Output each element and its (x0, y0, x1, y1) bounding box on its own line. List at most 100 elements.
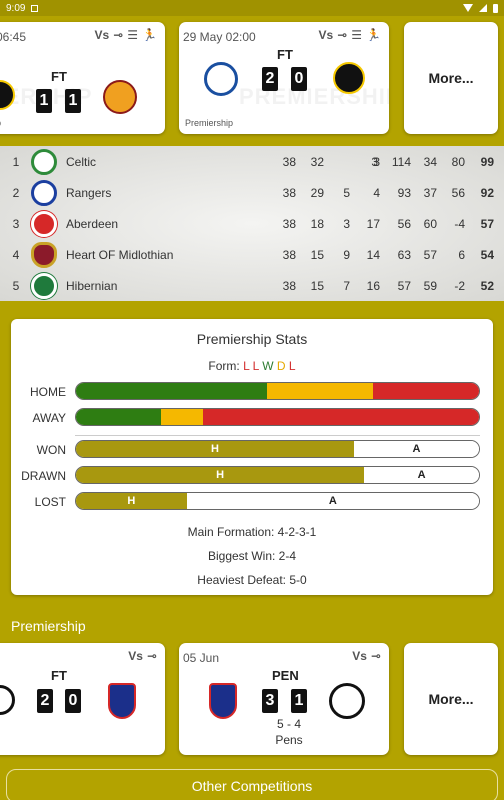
table-position: 1 (12, 154, 20, 169)
points: 52 (480, 278, 494, 293)
other-competitions-button[interactable]: Other Competitions (6, 769, 498, 800)
goals-against: 60 (423, 216, 437, 231)
goal-difference: 6 (458, 247, 465, 262)
vs-label[interactable]: Vs (318, 28, 334, 42)
home-score: 3 (262, 689, 278, 713)
heaviest-defeat: Heaviest Defeat: 5-0 (197, 573, 307, 587)
rangers-crest (31, 179, 57, 206)
lost: 16 (366, 278, 380, 293)
drawn: 3 (371, 154, 378, 169)
won: 15 (310, 247, 324, 262)
table-row[interactable]: 3 Aberdeen 38 18 3 17 56 60 -4 57 (0, 208, 504, 239)
goals-against: 34 (423, 154, 437, 169)
lineup-list-icon[interactable]: ☰ (351, 28, 363, 42)
lost-home-segment: H (76, 493, 187, 509)
fixture-tools: Vs ⊸ ☰ 🏃 (95, 28, 157, 42)
fixture-card-1[interactable]: PREMIERSHIP 06:45 Vs ⊸ ☰ 🏃 FT 1 1 p (0, 22, 165, 134)
away-team-crest (103, 80, 137, 114)
points: 54 (480, 247, 494, 262)
form-result: L (288, 359, 296, 373)
away-score: 1 (291, 689, 307, 713)
celtic-crest (31, 148, 57, 175)
fixture-date: 29 May 02:00 (183, 30, 256, 44)
team-name: Hibernian (66, 278, 118, 293)
lost-away-segment: A (186, 493, 479, 509)
form-result: L (243, 359, 250, 373)
away-score: 1 (65, 89, 81, 113)
away-team-crest (333, 62, 365, 94)
form-line: Form: L L W D L (11, 359, 493, 373)
competition-name: Premiership (185, 118, 234, 128)
more-fixtures-button[interactable]: More... (404, 643, 498, 755)
goal-difference: -2 (454, 278, 465, 293)
goals-against: 59 (423, 278, 437, 293)
goals-against: 57 (423, 247, 437, 262)
match-status: FT (277, 47, 293, 62)
vs-label[interactable]: Vs (128, 649, 143, 663)
home-win-segment (76, 383, 268, 399)
whistle-icon[interactable]: ⊸ (146, 649, 157, 663)
lost-label: LOST (34, 495, 66, 509)
fixture-card-4[interactable]: 05 Jun Vs ⊸ PEN 3 1 5 - 4 Pens (179, 643, 389, 755)
player-run-icon[interactable]: 🏃 (366, 28, 381, 42)
away-loss-segment (202, 409, 479, 425)
drawn: 7 (343, 278, 350, 293)
table-position: 4 (12, 247, 20, 262)
lineup-list-icon[interactable]: ☰ (127, 28, 139, 42)
away-score: 0 (65, 689, 81, 713)
more-fixtures-button[interactable]: More... (404, 22, 498, 134)
fixture-card-3[interactable]: Vs ⊸ FT 2 0 (0, 643, 165, 755)
goal-difference: 56 (451, 185, 465, 200)
aberdeen-crest (31, 210, 57, 237)
away-win-segment (76, 409, 161, 425)
lost: 17 (366, 216, 380, 231)
drawn-label: DRAWN (21, 469, 66, 483)
whistle-icon[interactable]: ⊸ (337, 28, 348, 42)
won: 32 (310, 154, 324, 169)
lost: 3 (373, 154, 380, 169)
drawn-away-segment: A (364, 467, 479, 483)
whistle-icon[interactable]: ⊸ (370, 649, 381, 663)
table-row[interactable]: 2 Rangers 38 29 5 4 93 37 56 92 (0, 177, 504, 208)
fixture-card-2[interactable]: PREMIERSHIP 29 May 02:00 Vs ⊸ ☰ 🏃 FT 2 0… (179, 22, 389, 134)
form-label: Form: (208, 359, 240, 373)
table-row[interactable]: 4 Heart OF Midlothian 38 15 9 14 63 57 6… (0, 239, 504, 270)
vs-label[interactable]: Vs (94, 28, 110, 42)
lost: 4 (373, 185, 380, 200)
goals-for: 93 (397, 185, 411, 200)
goal-difference: 80 (451, 154, 465, 169)
away-results-bar (75, 408, 480, 426)
away-score: 0 (291, 67, 307, 91)
team-name: Aberdeen (66, 216, 119, 231)
home-label: HOME (30, 385, 66, 399)
match-status: FT (51, 69, 67, 84)
penalty-label: Pens (275, 733, 303, 747)
lost: 14 (366, 247, 380, 262)
hearts-crest (31, 241, 57, 268)
drawn: 5 (343, 185, 350, 200)
biggest-win: Biggest Win: 2-4 (207, 549, 297, 563)
won: 29 (310, 185, 324, 200)
table-row[interactable]: 5 Hibernian 38 15 7 16 57 59 -2 52 (0, 270, 504, 301)
player-run-icon[interactable]: 🏃 (142, 28, 157, 42)
points: 57 (480, 216, 494, 231)
divider (75, 435, 480, 436)
fixture-tools: Vs ⊸ ☰ 🏃 (319, 28, 381, 42)
drawn: 3 (343, 216, 350, 231)
stats-title: Premiership Stats (196, 331, 308, 347)
status-bar: 9:09 (0, 0, 504, 16)
played: 38 (282, 247, 296, 262)
whistle-icon[interactable]: ⊸ (113, 28, 124, 42)
table-row[interactable]: 1 Celtic 38 32 3 3 114 34 80 99 (0, 146, 504, 177)
home-team-crest (204, 62, 238, 96)
vs-label[interactable]: Vs (352, 649, 367, 663)
league-table: 1 Celtic 38 32 3 3 114 34 80 99 2 Ranger… (0, 146, 504, 301)
fixture-date: 06:45 (0, 30, 27, 44)
won-home-segment: H (76, 441, 355, 457)
fixture-tools: Vs ⊸ (352, 649, 381, 663)
section-title: Premiership (11, 618, 86, 634)
home-draw-segment (267, 383, 374, 399)
home-team-crest (0, 685, 15, 715)
goals-for: 114 (391, 154, 411, 169)
won-label: WON (36, 443, 66, 457)
